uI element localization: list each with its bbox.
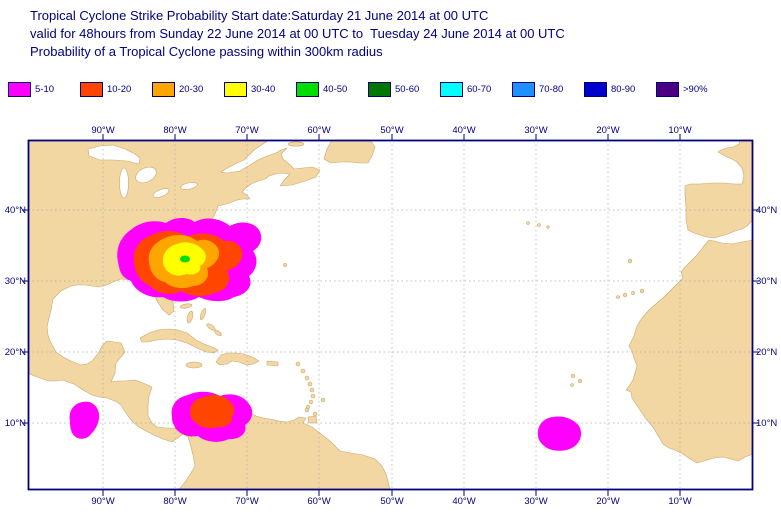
landmass-cuba [139,328,219,354]
landmass-puerto-rico [266,360,279,367]
lon-label: 40°W [452,496,475,507]
landmass-jamaica [185,361,203,369]
landmass-bermuda [283,263,287,267]
legend-item: 50-60 [368,82,440,97]
title-line-3: Probability of a Tropical Cyclone passin… [30,44,383,59]
landmass-americas [28,140,391,490]
legend-label: 60-70 [467,84,492,95]
lon-label: 90°W [91,496,114,507]
legend-item: 10-20 [80,82,152,97]
legend: 5-10 10-20 20-30 30-40 40-50 50-60 60-70… [8,82,728,97]
contour-40-50 [180,255,190,263]
legend-swatch-50-60 [368,82,391,97]
lon-labels-top: 90°W 80°W 70°W 60°W 50°W 40°W 30°W 20°W … [91,125,691,136]
landmass-iberia-france [684,140,753,239]
landmass-madeira [627,258,633,264]
lon-label: 70°W [235,125,258,136]
lon-label: 60°W [307,125,330,136]
lon-label: 20°W [596,496,619,507]
landmasses [28,140,753,490]
lat-label: 30°N [756,276,777,287]
landmass-cape-verde [570,373,583,387]
legend-label: 30-40 [251,84,276,95]
legend-swatch-70-80 [512,82,535,97]
lon-label: 50°W [380,496,403,507]
legend-item: 30-40 [224,82,296,97]
axis-ticks [22,134,759,496]
legend-swatch-60-70 [440,82,463,97]
legend-item: 40-50 [296,82,368,97]
lat-label: 20°N [5,347,26,358]
great-lakes [87,144,198,199]
landmass-bahamas [179,303,222,337]
lat-label: 40°N [5,205,26,216]
legend-label: 5-10 [35,84,55,95]
legend-swatch-20-30 [152,82,175,97]
lon-label: 50°W [380,125,403,136]
lon-label: 30°W [524,125,547,136]
lon-label: 80°W [163,125,186,136]
lon-label: 40°W [452,125,475,136]
probability-contours [69,217,582,451]
landmass-azores [526,221,550,229]
legend-swatch-80-90 [584,82,607,97]
lat-labels-right: 40°N 30°N 20°N 10°N [756,205,777,429]
legend-label: 40-50 [323,84,348,95]
landmass-canary-islands [616,288,645,299]
legend-swatch-40-50 [296,82,319,97]
landmass-hispaniola [215,352,260,366]
probability-region-eastern-pacific contour-5-10 [69,401,100,439]
legend-label: 70-80 [539,84,564,95]
lat-label: 10°N [756,418,777,429]
landmass-newfoundland [323,140,376,164]
lon-label: 20°W [596,125,619,136]
legend-swatch-90plus [656,82,679,97]
lon-labels-bottom: 90°W 80°W 70°W 60°W 50°W 40°W 30°W 20°W … [91,496,691,507]
lon-label: 30°W [524,496,547,507]
legend-item: 5-10 [8,82,80,97]
lat-label: 30°N [5,276,26,287]
landmass-lesser-antilles [295,361,326,424]
lon-label: 90°W [91,125,114,136]
legend-swatch-5-10 [8,82,31,97]
legend-item: 20-30 [152,82,224,97]
legend-label: 80-90 [611,84,636,95]
map-border [27,139,754,491]
legend-swatch-30-40 [224,82,247,97]
title-line-2: valid for 48hours from Sunday 22 June 20… [30,26,565,41]
lat-labels-left: 40°N 30°N 20°N 10°N [5,205,26,429]
lat-label: 10°N [5,418,26,429]
legend-label: 10-20 [107,84,132,95]
probability-region-southwest-caribbean [171,391,253,442]
legend-label: >90% [683,84,708,95]
lon-label: 10°W [668,125,691,136]
lon-label: 10°W [668,496,691,507]
title-line-1: Tropical Cyclone Strike Probability Star… [30,8,489,23]
landmass-anticosti [287,141,305,147]
probability-region-central-atlantic contour-5-10 [537,416,582,451]
lat-label: 40°N [756,205,777,216]
legend-label: 50-60 [395,84,420,95]
contour-10-20 [190,394,235,429]
landmass-africa [625,239,753,464]
lon-label: 80°W [163,496,186,507]
lat-label: 20°N [756,347,777,358]
legend-item: 60-70 [440,82,512,97]
legend-item: 70-80 [512,82,584,97]
legend-label: 20-30 [179,84,204,95]
legend-item: 80-90 [584,82,656,97]
lon-label: 70°W [235,496,258,507]
legend-item: >90% [656,82,728,97]
probability-region-northwest-atlantic [117,217,262,302]
legend-swatch-10-20 [80,82,103,97]
lon-label: 60°W [307,496,330,507]
